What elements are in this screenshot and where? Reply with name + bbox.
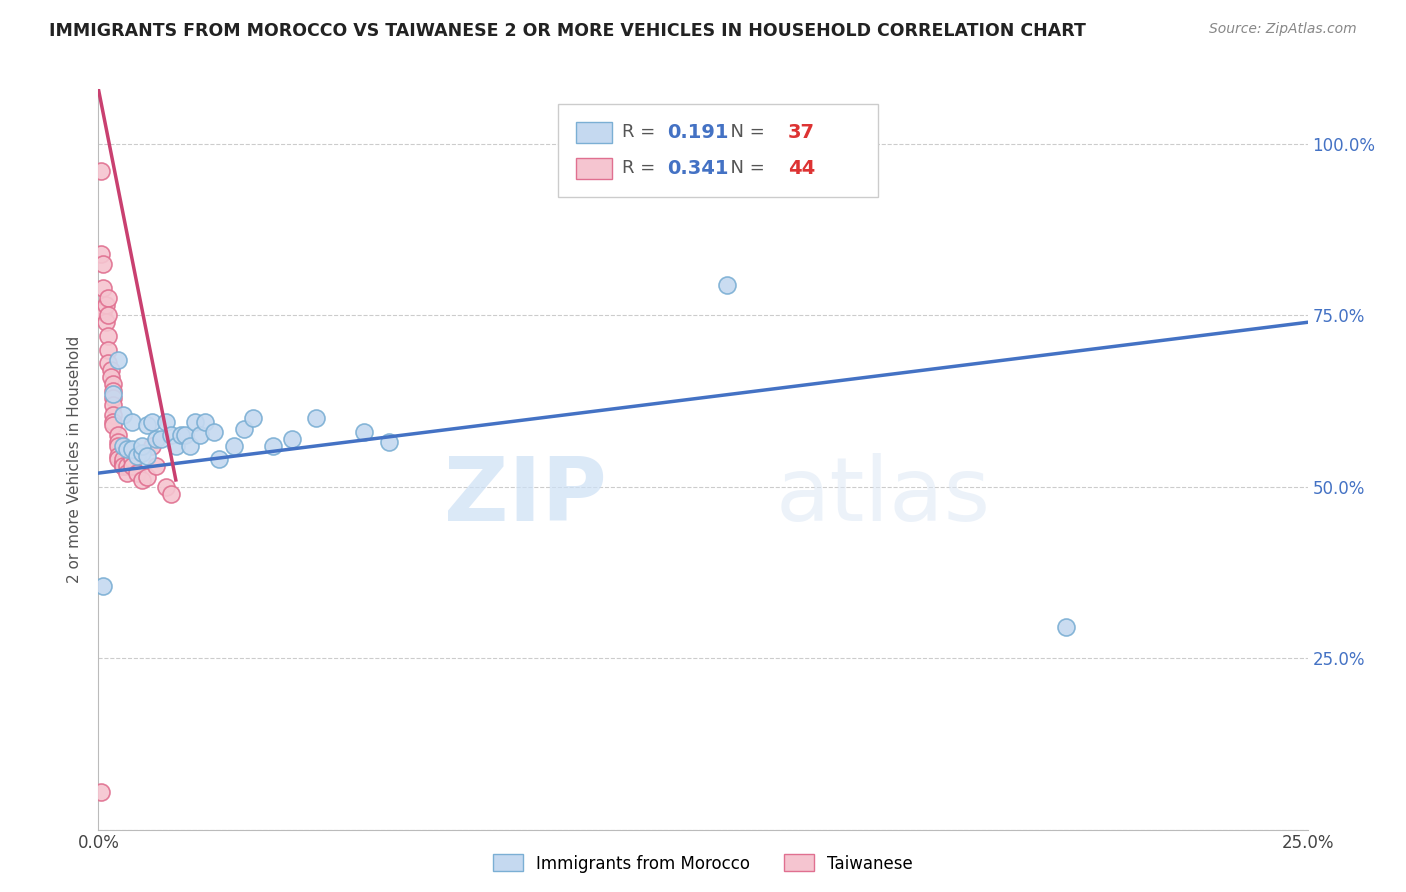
Text: 0.341: 0.341 (666, 159, 728, 178)
Point (121, 415, 143, 429)
Point (204, 425, 226, 439)
Point (111, 456, 134, 470)
Point (91, 305, 114, 319)
Point (97, 309, 120, 323)
Point (121, 452, 143, 467)
Point (101, 384, 124, 398)
Point (160, 486, 183, 500)
Legend: Immigrants from Morocco, Taiwanese: Immigrants from Morocco, Taiwanese (486, 847, 920, 880)
Text: 0.191: 0.191 (666, 122, 728, 142)
Point (111, 452, 134, 467)
Point (91, 257, 114, 271)
Point (94, 298, 117, 312)
Point (101, 376, 124, 391)
Point (101, 415, 124, 429)
Point (97, 291, 120, 305)
Point (281, 432, 304, 446)
Point (107, 353, 129, 368)
Point (101, 418, 124, 433)
Point (107, 428, 129, 442)
Point (135, 449, 157, 463)
Point (150, 432, 173, 446)
Point (305, 411, 328, 425)
Point (232, 421, 254, 435)
Point (107, 439, 129, 453)
Point (101, 391, 124, 405)
Point (135, 418, 157, 433)
Point (174, 428, 197, 442)
Point (160, 428, 183, 442)
Text: 44: 44 (787, 159, 815, 178)
Point (90, 246, 112, 260)
Point (155, 480, 177, 494)
Text: R =: R = (621, 160, 661, 178)
Point (141, 415, 163, 429)
Point (111, 408, 134, 422)
Point (91, 301, 114, 316)
Point (91, 281, 114, 295)
Point (262, 439, 284, 453)
Point (127, 466, 149, 480)
Point (135, 469, 157, 483)
Point (141, 439, 163, 453)
Point (97, 329, 120, 343)
Point (131, 445, 153, 459)
Point (188, 428, 211, 442)
Text: 37: 37 (787, 122, 814, 142)
Point (716, 277, 738, 292)
Point (117, 442, 139, 456)
Point (90, 785, 112, 799)
Text: Source: ZipAtlas.com: Source: ZipAtlas.com (1209, 22, 1357, 37)
Point (100, 370, 122, 384)
Point (117, 466, 139, 480)
FancyBboxPatch shape (558, 104, 879, 196)
Point (222, 439, 245, 453)
Point (165, 439, 187, 453)
Point (117, 459, 139, 474)
Point (111, 439, 134, 453)
Text: atlas: atlas (776, 453, 991, 540)
Point (131, 439, 153, 453)
Point (97, 356, 120, 370)
Point (131, 473, 153, 487)
Point (184, 415, 207, 429)
Point (1054, 620, 1077, 634)
Text: IMMIGRANTS FROM MOROCCO VS TAIWANESE 2 OR MORE VEHICLES IN HOUSEHOLD CORRELATION: IMMIGRANTS FROM MOROCCO VS TAIWANESE 2 O… (49, 22, 1085, 40)
Point (377, 435, 399, 450)
Point (155, 415, 177, 429)
Point (100, 363, 122, 377)
Point (127, 449, 149, 463)
Text: R =: R = (621, 123, 661, 141)
Point (145, 459, 167, 474)
Y-axis label: 2 or more Vehicles in Household: 2 or more Vehicles in Household (67, 335, 83, 583)
Point (194, 415, 217, 429)
Point (353, 425, 375, 439)
Point (107, 452, 129, 467)
Text: N =: N = (718, 160, 770, 178)
Point (107, 435, 129, 450)
Point (121, 442, 143, 456)
Point (101, 408, 124, 422)
Point (145, 432, 167, 446)
Text: ZIP: ZIP (443, 453, 606, 540)
Point (111, 456, 134, 470)
Point (111, 459, 134, 474)
Point (121, 459, 143, 474)
Point (242, 411, 264, 425)
Text: N =: N = (718, 123, 770, 141)
Point (101, 387, 124, 401)
Point (90, 164, 112, 178)
Bar (576, 122, 613, 143)
Point (169, 428, 191, 442)
Point (91, 579, 114, 593)
Point (179, 439, 201, 453)
Point (101, 398, 124, 412)
Point (97, 343, 120, 357)
Point (111, 459, 134, 474)
Point (107, 449, 129, 463)
Bar (576, 158, 613, 178)
Point (94, 315, 117, 329)
Point (208, 452, 231, 467)
